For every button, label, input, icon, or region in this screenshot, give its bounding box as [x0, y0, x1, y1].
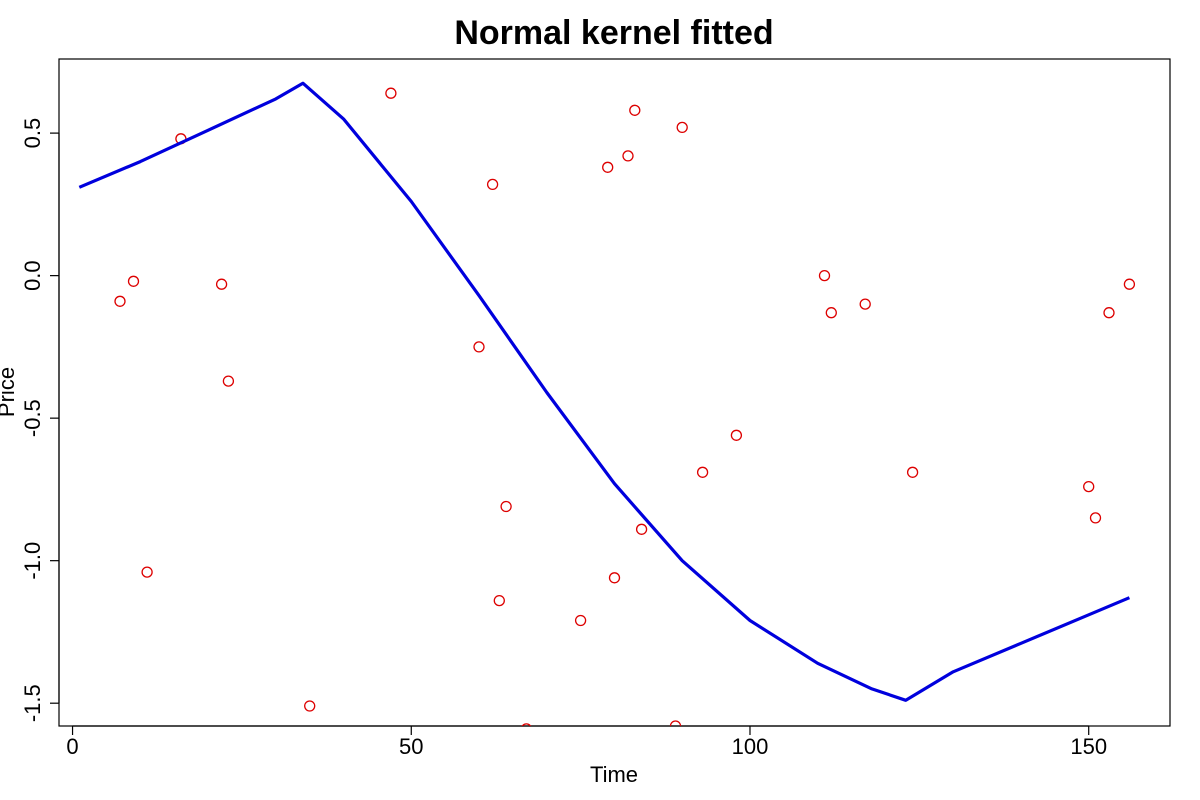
data-point — [859, 298, 871, 310]
x-tick-label: 0 — [66, 734, 78, 759]
data-point — [1103, 307, 1115, 319]
data-point — [304, 700, 316, 712]
data-point — [521, 723, 532, 726]
data-point — [818, 269, 831, 282]
data-layer — [78, 81, 1136, 726]
data-point — [730, 429, 743, 441]
data-point — [825, 307, 837, 319]
y-tick-label: 0.0 — [20, 260, 45, 291]
fitted-line — [78, 81, 1131, 702]
x-axis: 0 50 100 150 — [66, 725, 1107, 759]
data-point — [574, 614, 587, 627]
data-point — [222, 375, 235, 387]
x-tick-label: 50 — [399, 734, 423, 759]
chart-title: Normal kernel fitted — [454, 14, 773, 52]
data-point — [127, 275, 140, 287]
data-point — [676, 121, 688, 134]
data-point — [141, 566, 153, 578]
data-point — [696, 466, 709, 478]
y-tick-label: -0.5 — [20, 399, 45, 437]
data-point — [1123, 278, 1136, 290]
y-tick-label: -1.5 — [20, 684, 45, 722]
data-point — [622, 150, 634, 162]
data-point — [385, 87, 397, 99]
x-tick-label: 100 — [732, 734, 769, 759]
y-tick-label: -1.0 — [20, 542, 45, 580]
y-axis-label: Price — [0, 367, 19, 417]
data-point — [1089, 512, 1102, 524]
data-point — [906, 466, 919, 478]
data-point — [493, 594, 505, 607]
data-point — [215, 278, 228, 290]
data-point — [473, 341, 485, 353]
data-point — [602, 161, 614, 173]
plot-frame — [58, 58, 1171, 727]
data-point — [635, 523, 648, 535]
data-point — [486, 178, 499, 191]
plot-area — [78, 81, 1136, 726]
data-point — [608, 572, 621, 584]
data-point — [500, 500, 512, 513]
data-point — [1083, 480, 1095, 493]
x-tick-label: 150 — [1070, 734, 1107, 759]
data-point — [629, 104, 641, 116]
x-axis-label: Time — [590, 762, 638, 787]
y-tick-label: 0.5 — [20, 118, 45, 149]
data-point — [114, 295, 126, 307]
y-axis: -1.5 -1.0 -0.5 0.0 0.5 — [20, 118, 60, 722]
data-point — [669, 720, 682, 726]
